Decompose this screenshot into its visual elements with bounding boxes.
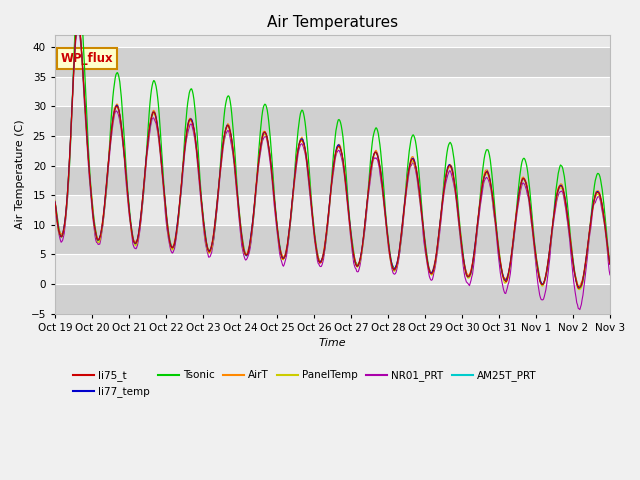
Legend: li75_t, li77_temp, Tsonic, AirT, PanelTemp, NR01_PRT, AM25T_PRT: li75_t, li77_temp, Tsonic, AirT, PanelTe… — [69, 366, 541, 401]
Text: WP_flux: WP_flux — [61, 52, 113, 65]
Bar — [55, 254, 610, 284]
Bar — [55, 136, 610, 166]
Bar — [55, 18, 610, 47]
Bar — [55, 166, 610, 195]
Bar — [55, 77, 610, 107]
Bar — [55, 107, 610, 136]
X-axis label: Time: Time — [319, 338, 346, 348]
Y-axis label: Air Temperature (C): Air Temperature (C) — [15, 120, 25, 229]
Bar — [55, 284, 610, 313]
Bar — [55, 47, 610, 77]
Bar — [55, 195, 610, 225]
Title: Air Temperatures: Air Temperatures — [267, 15, 398, 30]
Bar — [55, 225, 610, 254]
